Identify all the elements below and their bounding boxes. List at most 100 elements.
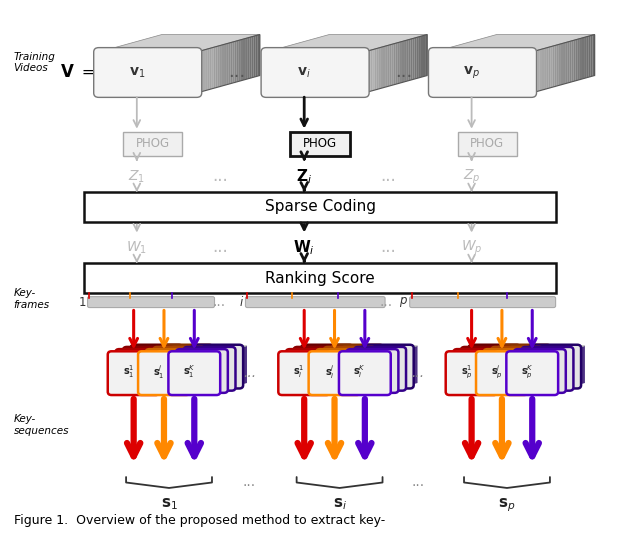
Polygon shape	[389, 44, 392, 86]
Polygon shape	[216, 352, 224, 392]
Polygon shape	[562, 350, 570, 390]
Polygon shape	[531, 52, 534, 93]
Text: =: =	[77, 65, 95, 80]
Polygon shape	[567, 42, 570, 83]
Polygon shape	[570, 348, 577, 387]
Polygon shape	[580, 38, 582, 79]
Text: ...: ...	[412, 476, 424, 490]
Polygon shape	[394, 43, 396, 85]
Polygon shape	[226, 43, 228, 85]
Polygon shape	[134, 346, 186, 348]
Polygon shape	[493, 352, 501, 392]
Text: $\mathbf{s}_i$: $\mathbf{s}_i$	[333, 496, 347, 512]
Polygon shape	[199, 51, 201, 93]
Polygon shape	[533, 346, 585, 348]
Polygon shape	[172, 352, 224, 355]
FancyBboxPatch shape	[410, 296, 556, 307]
Polygon shape	[555, 45, 557, 87]
FancyBboxPatch shape	[492, 347, 543, 391]
Polygon shape	[364, 350, 372, 390]
Polygon shape	[203, 49, 205, 91]
Polygon shape	[404, 41, 406, 82]
Polygon shape	[516, 346, 524, 385]
Polygon shape	[216, 46, 218, 88]
FancyBboxPatch shape	[168, 351, 220, 395]
Polygon shape	[328, 348, 380, 350]
Text: $\mathbf{s}^K_{1}$: $\mathbf{s}^K_{1}$	[183, 364, 196, 381]
Text: $i$: $i$	[239, 295, 244, 309]
Polygon shape	[163, 350, 171, 390]
Polygon shape	[356, 352, 364, 392]
Polygon shape	[488, 350, 540, 352]
Text: $Z_1$: $Z_1$	[128, 168, 145, 185]
FancyBboxPatch shape	[123, 132, 182, 155]
Polygon shape	[222, 44, 224, 86]
FancyBboxPatch shape	[458, 132, 517, 155]
Polygon shape	[305, 346, 357, 348]
Polygon shape	[205, 49, 207, 90]
Polygon shape	[536, 51, 538, 92]
Polygon shape	[586, 36, 588, 78]
Polygon shape	[371, 49, 372, 91]
Polygon shape	[542, 48, 544, 90]
Text: Figure 1.  Overview of the proposed method to extract key-: Figure 1. Overview of the proposed metho…	[13, 514, 385, 527]
FancyBboxPatch shape	[131, 345, 182, 388]
Polygon shape	[472, 346, 524, 348]
FancyBboxPatch shape	[316, 349, 368, 393]
Polygon shape	[525, 348, 577, 350]
FancyBboxPatch shape	[154, 347, 205, 391]
Polygon shape	[179, 346, 186, 385]
FancyBboxPatch shape	[301, 345, 353, 388]
Polygon shape	[544, 48, 546, 89]
Polygon shape	[258, 34, 260, 76]
Polygon shape	[465, 348, 516, 350]
Polygon shape	[433, 34, 595, 52]
Text: ...: ...	[212, 239, 228, 256]
Polygon shape	[201, 51, 203, 92]
Polygon shape	[368, 51, 371, 92]
FancyBboxPatch shape	[506, 351, 558, 395]
Polygon shape	[207, 48, 209, 90]
Polygon shape	[402, 41, 404, 83]
Polygon shape	[421, 36, 423, 77]
Polygon shape	[245, 38, 247, 79]
Text: PHOG: PHOG	[303, 137, 337, 150]
Text: $\mathbf{v}_i$: $\mathbf{v}_i$	[298, 65, 311, 80]
Polygon shape	[239, 40, 241, 82]
FancyBboxPatch shape	[324, 347, 376, 391]
FancyBboxPatch shape	[184, 347, 236, 391]
Polygon shape	[239, 346, 247, 385]
Polygon shape	[247, 37, 250, 79]
Polygon shape	[374, 48, 377, 90]
Polygon shape	[417, 37, 419, 78]
Polygon shape	[202, 348, 209, 387]
Polygon shape	[298, 348, 349, 350]
Polygon shape	[400, 42, 402, 83]
Polygon shape	[591, 35, 593, 77]
Text: Training
Videos: Training Videos	[13, 52, 56, 73]
Polygon shape	[111, 352, 163, 355]
FancyBboxPatch shape	[461, 347, 513, 391]
Polygon shape	[334, 350, 342, 390]
FancyBboxPatch shape	[514, 349, 566, 393]
Polygon shape	[196, 52, 199, 93]
FancyBboxPatch shape	[445, 351, 497, 395]
Text: PHOG: PHOG	[470, 137, 504, 150]
FancyBboxPatch shape	[529, 345, 581, 388]
Text: Key-
sequences: Key- sequences	[13, 414, 69, 436]
Text: $\mathbf{s}_p$: $\mathbf{s}_p$	[498, 496, 516, 514]
FancyBboxPatch shape	[246, 296, 385, 307]
Polygon shape	[365, 346, 417, 348]
Polygon shape	[164, 346, 217, 348]
Polygon shape	[518, 350, 570, 352]
Polygon shape	[255, 35, 258, 77]
Polygon shape	[320, 350, 372, 352]
Polygon shape	[396, 43, 397, 84]
Polygon shape	[557, 44, 559, 86]
Text: $\mathbf{v}_1$: $\mathbf{v}_1$	[129, 65, 145, 80]
Polygon shape	[241, 39, 243, 81]
Polygon shape	[410, 346, 417, 385]
Polygon shape	[209, 346, 217, 385]
Polygon shape	[195, 346, 247, 348]
Polygon shape	[387, 352, 395, 392]
